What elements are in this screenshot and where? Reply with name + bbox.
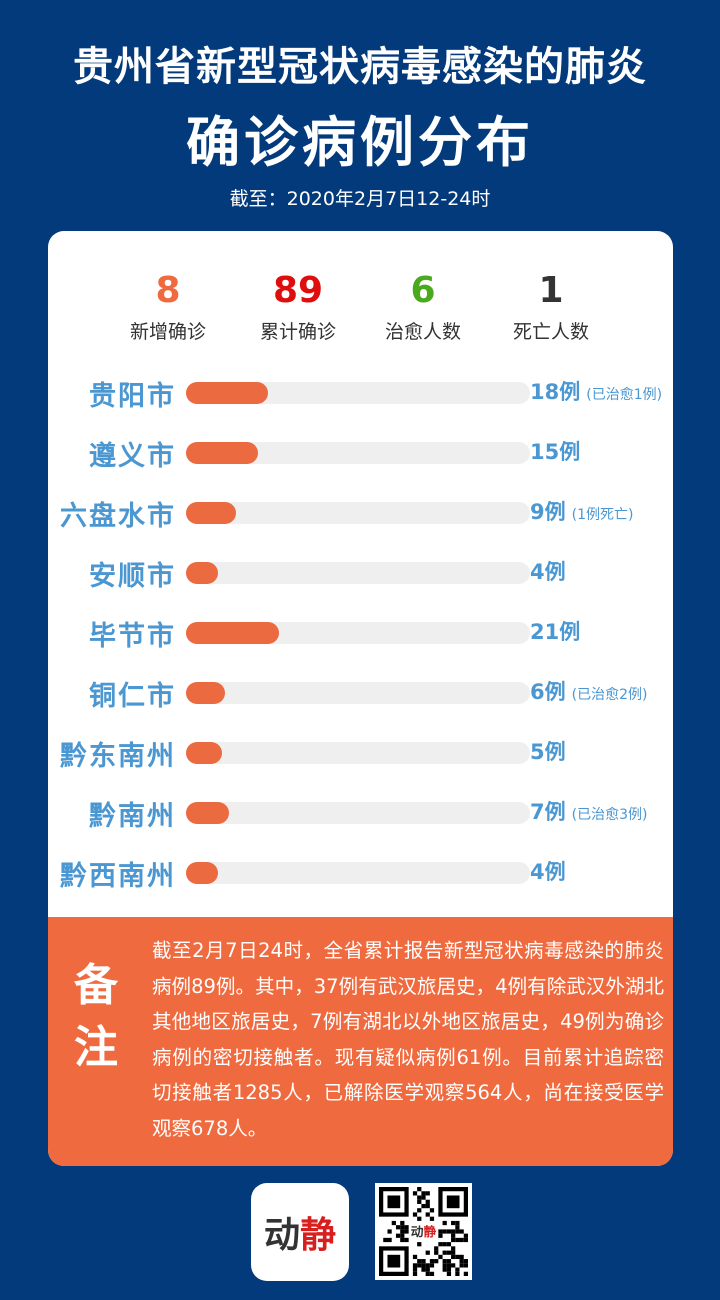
bar-track <box>186 562 530 584</box>
bar-row: 黔西南州 4例 <box>48 852 673 892</box>
stat-value: 89 <box>272 270 324 311</box>
city-label: 黔南州 <box>89 801 176 832</box>
stat-0: 8 新增确诊 <box>103 269 233 344</box>
bar-row: 安顺市 4例 <box>48 552 673 592</box>
bar <box>186 742 222 764</box>
case-count: 4例 <box>530 560 566 584</box>
stat-1: 89 累计确诊 <box>233 269 363 344</box>
value-label: 18例 (已治愈1例) <box>530 376 662 406</box>
case-count: 5例 <box>530 740 566 764</box>
bar-track <box>186 442 530 464</box>
bar-track <box>186 682 530 704</box>
city-label: 黔西南州 <box>60 861 176 892</box>
stats-card: 8 新增确诊 89 累计确诊 6 治愈人数 1 死亡人数 贵阳市 18例 (已治愈1例) 遵义市 … <box>48 231 673 1166</box>
bar <box>186 622 280 644</box>
bar-track <box>186 382 530 404</box>
bar <box>186 502 236 524</box>
logo-text-2: 静 <box>300 1215 337 1256</box>
logo-text-1: 动 <box>263 1215 300 1256</box>
case-count: 4例 <box>530 860 566 884</box>
city-label: 六盘水市 <box>60 501 176 532</box>
case-count: 21例 <box>530 620 581 644</box>
bar <box>186 862 218 884</box>
value-label: 9例 (1例死亡) <box>530 496 633 526</box>
bar-track <box>186 502 530 524</box>
city-label: 贵阳市 <box>89 381 176 412</box>
value-label: 4例 <box>530 556 566 586</box>
case-note: (1例死亡) <box>571 507 634 523</box>
bar <box>186 382 269 404</box>
city-label: 安顺市 <box>89 561 176 592</box>
value-label: 4例 <box>530 856 566 886</box>
bar <box>186 442 258 464</box>
case-count: 15例 <box>530 440 581 464</box>
remark-text: 截至2月7日24时，全省累计报告新型冠状病毒感染的肺炎病例89例。其中，37例有… <box>152 939 664 1140</box>
stat-label: 死亡人数 <box>512 321 589 343</box>
title-line-1: 贵州省新型冠状病毒感染的肺炎 <box>73 44 647 90</box>
city-label: 黔东南州 <box>60 741 176 772</box>
value-label: 21例 <box>530 616 580 646</box>
bar-row: 毕节市 21例 <box>48 612 673 652</box>
case-note: (已治愈1例) <box>586 387 663 403</box>
stat-2: 6 治愈人数 <box>358 269 488 344</box>
stat-label: 新增确诊 <box>129 321 206 343</box>
bar <box>186 562 218 584</box>
case-count: 9例 <box>530 500 566 524</box>
date-caption: 截至：2020年2月7日12-24时 <box>229 188 491 210</box>
bar-row: 遵义市 15例 <box>48 432 673 472</box>
case-count: 6例 <box>530 680 566 704</box>
bar-track <box>186 802 530 824</box>
value-label: 6例 (已治愈2例) <box>530 676 647 706</box>
case-note: (已治愈2例) <box>571 687 648 703</box>
bar-row: 六盘水市 9例 (1例死亡) <box>48 492 673 532</box>
bar-track <box>186 742 530 764</box>
bar <box>186 802 229 824</box>
bar-row: 贵阳市 18例 (已治愈1例) <box>48 372 673 412</box>
title-line-2: 确诊病例分布 <box>186 111 534 174</box>
value-label: 7例 (已治愈3例) <box>530 796 647 826</box>
city-label: 铜仁市 <box>89 681 176 712</box>
bar-track <box>186 862 530 884</box>
city-label: 毕节市 <box>89 621 176 652</box>
bar-row: 黔东南州 5例 <box>48 732 673 772</box>
case-count: 7例 <box>530 800 566 824</box>
city-label: 遵义市 <box>89 441 176 472</box>
bar <box>186 682 226 704</box>
stat-value: 6 <box>410 270 436 311</box>
stat-value: 1 <box>538 270 564 311</box>
app-logo: 动静 <box>251 1183 349 1281</box>
remark-panel: 备注 截至2月7日24时，全省累计报告新型冠状病毒感染的肺炎病例89例。其中，3… <box>48 917 673 1166</box>
value-label: 15例 <box>530 436 580 466</box>
stat-3: 1 死亡人数 <box>486 269 616 344</box>
value-label: 5例 <box>530 736 566 766</box>
case-count: 18例 <box>530 380 581 404</box>
stat-value: 8 <box>155 270 181 311</box>
bar-row: 黔南州 7例 (已治愈3例) <box>48 792 673 832</box>
stat-label: 治愈人数 <box>384 321 461 343</box>
bar-track <box>186 622 530 644</box>
svg-text:动静: 动静 <box>411 1224 437 1239</box>
case-note: (已治愈3例) <box>571 807 648 823</box>
qr-code: 动静 <box>375 1183 472 1280</box>
bar-row: 铜仁市 6例 (已治愈2例) <box>48 672 673 712</box>
remark-heading: 备注 <box>74 960 118 1073</box>
stat-label: 累计确诊 <box>259 321 336 343</box>
